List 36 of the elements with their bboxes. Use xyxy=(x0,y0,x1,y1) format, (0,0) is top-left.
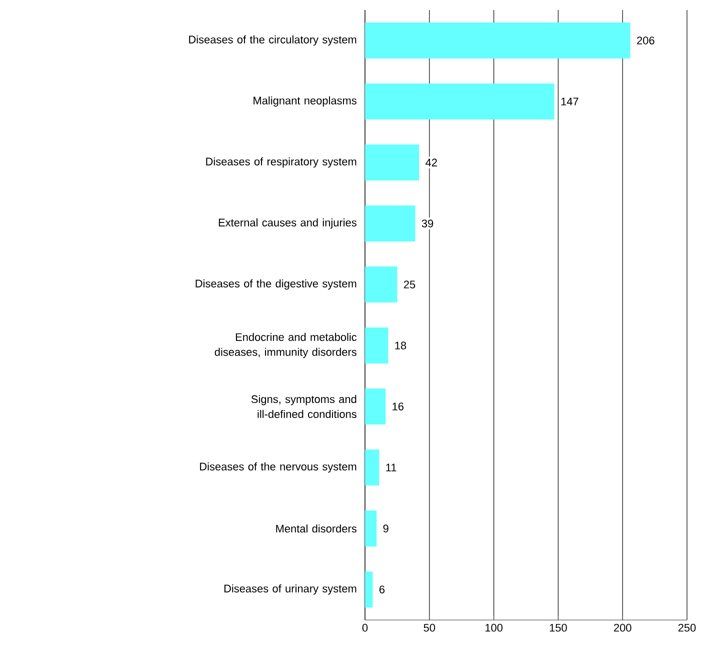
bar xyxy=(365,388,386,425)
data-label: 9 xyxy=(383,524,388,532)
x-tick-label: 0 xyxy=(362,624,368,632)
y-tick-label: External causes and injuries xyxy=(218,218,356,229)
y-tick-label: Diseases of the circulatory system xyxy=(189,35,356,46)
data-label: 39 xyxy=(422,220,434,228)
y-tick-label: Diseases of urinary system xyxy=(224,584,356,595)
y-tick-label: Diseases of the nervous system xyxy=(200,462,356,473)
x-tick-label: 200 xyxy=(614,624,632,632)
bar xyxy=(365,450,380,486)
x-tick-label: 100 xyxy=(485,624,503,632)
y-tick-label: Signs, symptoms and ill-defined conditions xyxy=(251,395,356,418)
y-tick-label: Diseases of the digestive system xyxy=(196,279,356,290)
y-tick-label: Diseases of respiratory system xyxy=(206,157,356,168)
data-label: 18 xyxy=(395,342,406,350)
data-label: 147 xyxy=(561,98,578,106)
x-tick-label: 150 xyxy=(550,624,567,632)
y-tick-label: Endocrine and metabolic diseases, immunity disorders xyxy=(214,332,357,358)
data-label: 206 xyxy=(637,36,654,44)
bar xyxy=(365,206,416,242)
bar xyxy=(365,22,630,58)
bar xyxy=(365,144,420,180)
y-tick-label: Malignant neoplasms xyxy=(254,96,356,107)
x-tick-label: 250 xyxy=(678,624,696,632)
bar xyxy=(365,84,554,120)
data-label: 42 xyxy=(426,158,437,166)
data-label: 25 xyxy=(404,280,416,288)
data-label: 16 xyxy=(392,402,404,410)
data-label: 6 xyxy=(379,586,385,594)
bar xyxy=(365,328,388,364)
y-tick-label: Mental disorders xyxy=(276,524,356,533)
bar xyxy=(365,266,398,303)
bar xyxy=(365,572,373,608)
x-tick-label: 50 xyxy=(424,624,436,632)
data-label: 11 xyxy=(386,464,396,472)
bar xyxy=(365,510,377,547)
